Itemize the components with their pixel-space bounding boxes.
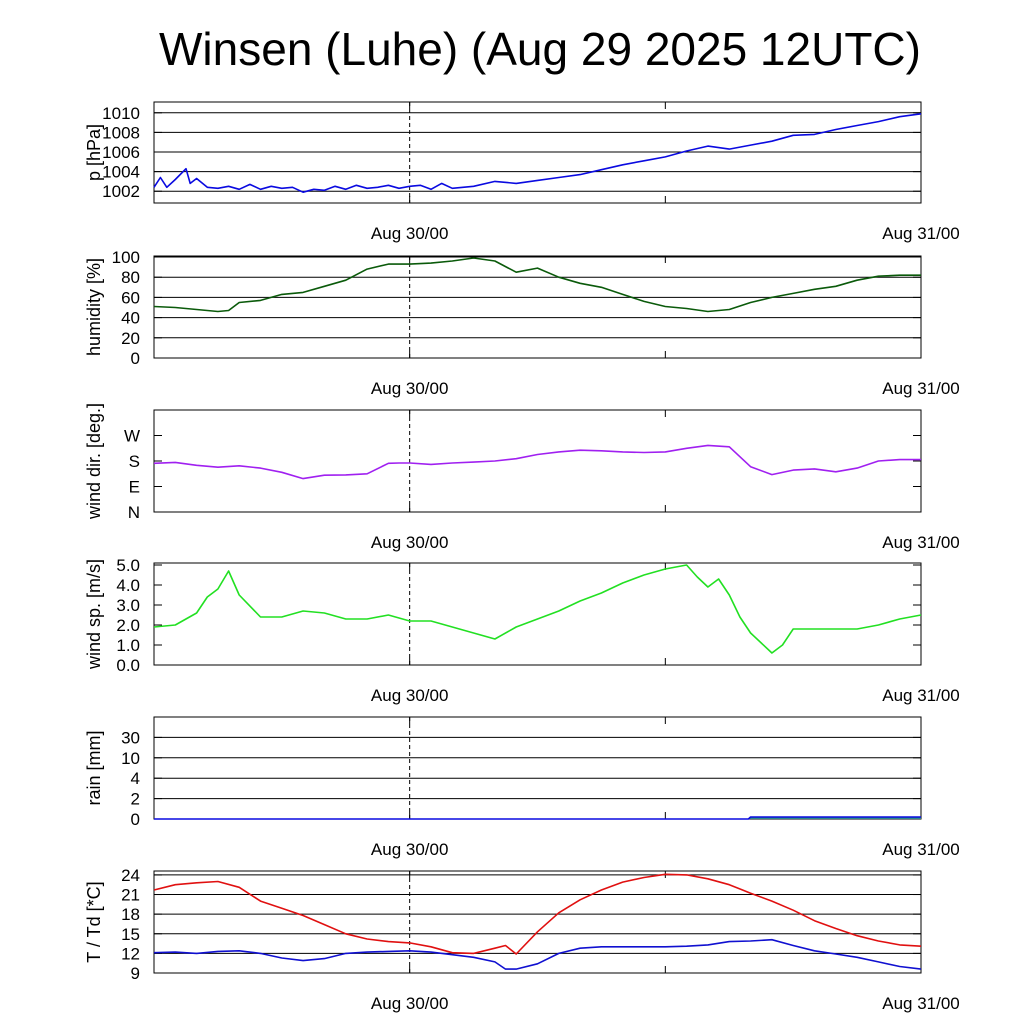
temperature-xtick-label: Aug 30/00 <box>371 994 449 1013</box>
humidity-frame <box>153 255 922 359</box>
pressure-ytick-label: 1006 <box>102 143 140 162</box>
wind_direction-frame <box>153 409 922 513</box>
temperature-ytick-label: 12 <box>121 944 140 963</box>
rain-ytick-label: 4 <box>131 769 140 788</box>
pressure-series <box>153 113 922 193</box>
rain-xtick-label: Aug 31/00 <box>882 840 960 859</box>
dewpoint-series <box>153 938 922 970</box>
rain-ytick-label: 0 <box>131 810 140 829</box>
humidity-xtick-label: Aug 31/00 <box>882 379 960 398</box>
wind_direction-ytick-label: S <box>129 452 140 471</box>
page-title: Winsen (Luhe) (Aug 29 2025 12UTC) <box>159 23 921 75</box>
pressure-ytick-label: 1002 <box>102 182 140 201</box>
humidity-ytick-label: 100 <box>112 248 140 267</box>
temperature-ytick-label: 18 <box>121 905 140 924</box>
wind_speed-xtick-label: Aug 30/00 <box>371 686 449 705</box>
wind_direction-xtick-label: Aug 30/00 <box>371 533 449 552</box>
rain-ytick-label: 2 <box>131 790 140 809</box>
temperature-ytick-label: 24 <box>121 866 140 885</box>
wind_speed-series <box>153 564 922 654</box>
wind_speed-ytick-label: 3.0 <box>116 596 140 615</box>
rain-frame <box>153 716 922 820</box>
humidity-ytick-label: 20 <box>121 329 140 348</box>
pressure-xtick-label: Aug 30/00 <box>371 224 449 243</box>
wind_speed-frame <box>153 562 922 666</box>
humidity-ytick-label: 60 <box>121 288 140 307</box>
temperature-ylabel: T / Td [*C] <box>84 881 104 962</box>
wind_direction-xtick-label: Aug 31/00 <box>882 533 960 552</box>
pressure-ylabel: p [hPa] <box>84 124 104 181</box>
wind_speed-ytick-label: 0.0 <box>116 656 140 675</box>
wind_direction-ylabel: wind dir. [deg.] <box>84 403 104 520</box>
temperature-ytick-label: 15 <box>121 925 140 944</box>
rain-ytick-label: 30 <box>121 728 140 747</box>
wind_speed-ytick-label: 1.0 <box>116 636 140 655</box>
wind_direction-ytick-label: N <box>128 503 140 522</box>
temperature-xtick-label: Aug 31/00 <box>882 994 960 1013</box>
humidity-ytick-label: 0 <box>131 349 140 368</box>
temperature-frame <box>153 870 922 974</box>
wind_direction-series <box>153 444 921 480</box>
wind_direction-ytick-label: E <box>129 478 140 497</box>
humidity-xtick-label: Aug 30/00 <box>371 379 449 398</box>
humidity-ytick-label: 80 <box>121 268 140 287</box>
pressure-ytick-label: 1008 <box>102 123 140 142</box>
wind_speed-ytick-label: 2.0 <box>116 616 140 635</box>
pressure-ytick-label: 1010 <box>102 104 140 123</box>
wind_speed-ytick-label: 4.0 <box>116 576 140 595</box>
wind_speed-ytick-label: 5.0 <box>116 556 140 575</box>
humidity-series <box>153 257 921 313</box>
rain-ytick-label: 10 <box>121 749 140 768</box>
rain-ylabel: rain [mm] <box>84 730 104 805</box>
pressure-ytick-label: 1004 <box>102 163 140 182</box>
rain-xtick-label: Aug 30/00 <box>371 840 449 859</box>
wind_speed-ylabel: wind sp. [m/s] <box>84 559 104 670</box>
temperature-series <box>153 873 922 955</box>
wind_direction-ytick-label: W <box>124 427 140 446</box>
humidity-ylabel: humidity [%] <box>84 258 104 356</box>
temperature-ytick-label: 21 <box>121 886 140 905</box>
temperature-ytick-label: 9 <box>131 964 140 983</box>
humidity-ytick-label: 40 <box>121 309 140 328</box>
pressure-xtick-label: Aug 31/00 <box>882 224 960 243</box>
rain-series <box>154 816 921 820</box>
wind_speed-xtick-label: Aug 31/00 <box>882 686 960 705</box>
